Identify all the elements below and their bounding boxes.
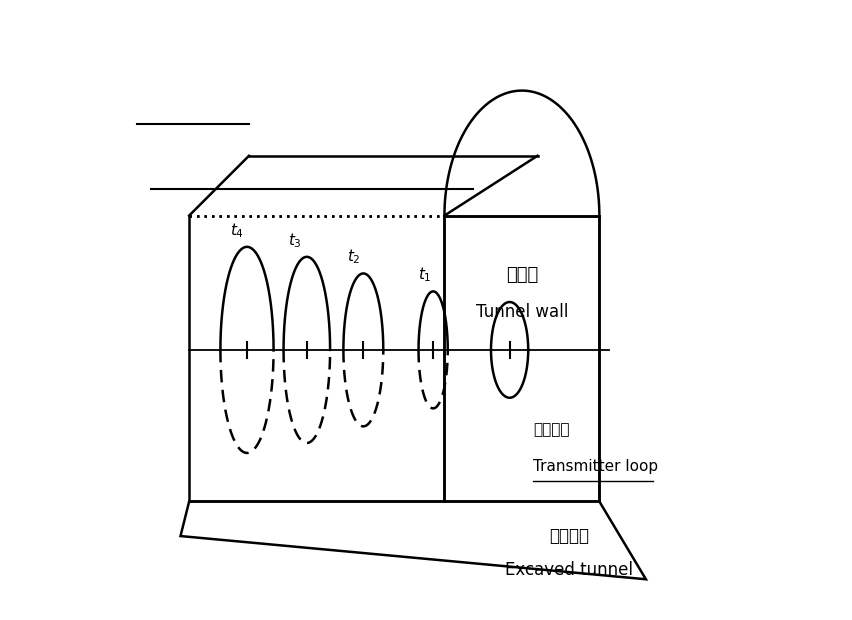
Text: 掌子面: 掌子面 — [505, 266, 538, 284]
Text: Excaved tunnel: Excaved tunnel — [505, 560, 633, 578]
Text: $t_3$: $t_3$ — [288, 231, 302, 249]
Text: Transmitter loop: Transmitter loop — [532, 459, 657, 474]
Text: Tunnel wall: Tunnel wall — [475, 303, 567, 321]
Text: $t_4$: $t_4$ — [230, 221, 244, 239]
Text: 开挖逐道: 开挖逐道 — [549, 528, 589, 546]
Text: 发送线圈: 发送线圈 — [532, 422, 568, 437]
Text: $t_2$: $t_2$ — [346, 247, 360, 266]
Text: $t_1$: $t_1$ — [417, 265, 431, 284]
